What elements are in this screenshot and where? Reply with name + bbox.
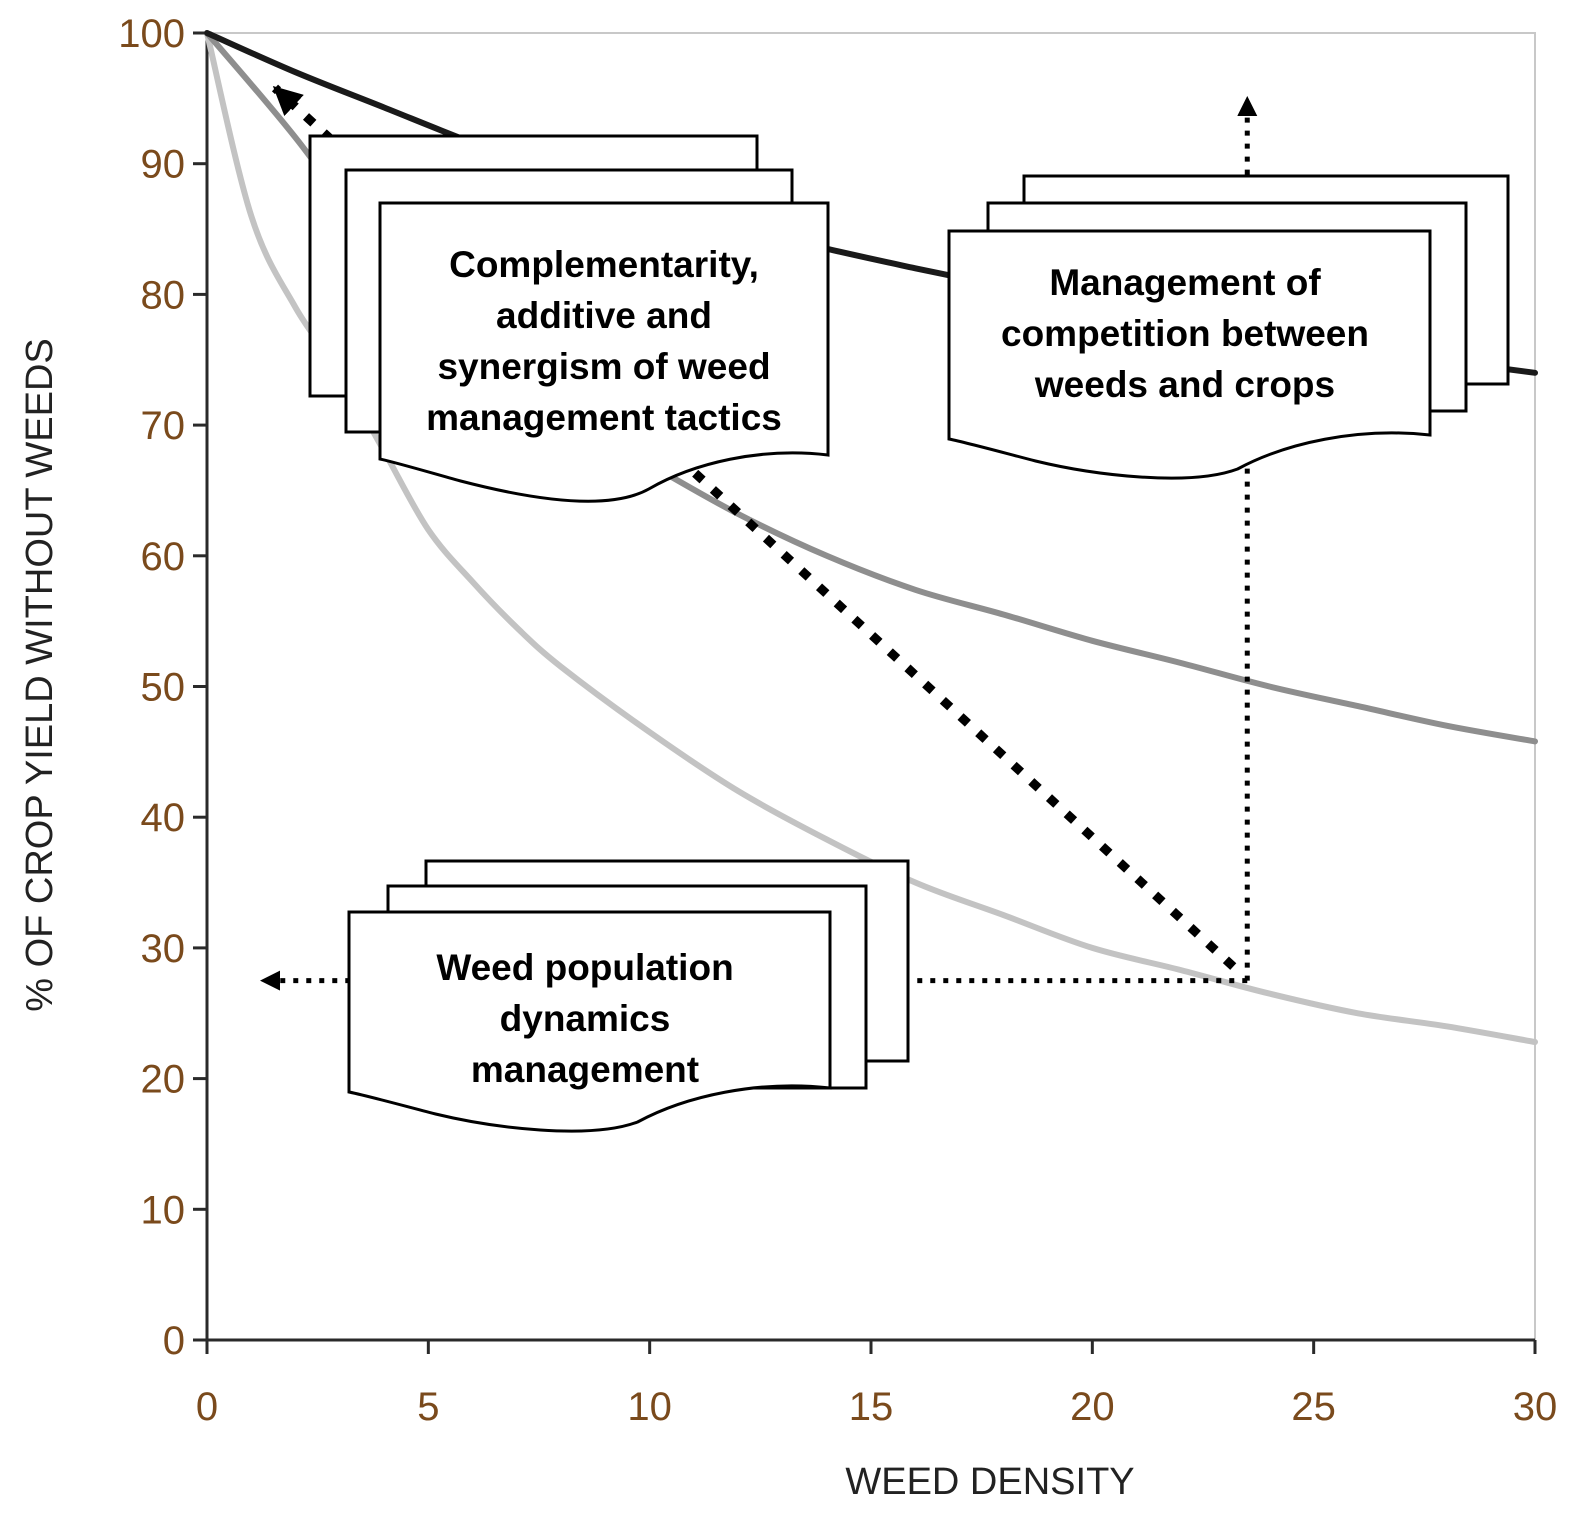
x-tick-label: 20 <box>1070 1385 1115 1429</box>
axes <box>193 31 1537 1354</box>
note-competition-text: weeds and crops <box>1034 364 1335 405</box>
y-tick-label: 0 <box>163 1319 185 1363</box>
note-complementarity: Complementarity, additive and synergism of… <box>308 134 830 503</box>
note-population-text: dynamics <box>500 998 671 1039</box>
note-competition: Management of competition between weeds an… <box>947 174 1510 480</box>
y-tick-label: 30 <box>141 927 186 971</box>
y-tick-label: 90 <box>141 143 186 187</box>
annotation-group: Complementarity, additive and synergism of… <box>308 134 1510 1133</box>
x-tick-label: 0 <box>196 1385 218 1429</box>
y-axis-label: % OF CROP YIELD WITHOUT WEEDS <box>19 338 61 1012</box>
y-tick-label: 60 <box>141 535 186 579</box>
x-tick-label: 25 <box>1291 1385 1336 1429</box>
note-competition-text: Management of <box>1049 262 1321 303</box>
x-axis-label: WEED DENSITY <box>845 1461 1134 1503</box>
y-tick-label: 70 <box>141 404 186 448</box>
x-tick-label: 5 <box>417 1385 439 1429</box>
x-tick-label: 30 <box>1513 1385 1558 1429</box>
note-population-text: management <box>471 1049 699 1090</box>
x-tick-label: 15 <box>849 1385 894 1429</box>
note-population-front <box>347 910 832 1133</box>
x-tick-label: 10 <box>627 1385 672 1429</box>
note-complementarity-text: Complementarity, <box>449 244 759 285</box>
y-tick-label: 100 <box>118 12 185 56</box>
note-competition-text: competition between <box>1001 313 1369 354</box>
y-tick-label: 10 <box>141 1188 186 1232</box>
y-tick-label: 20 <box>141 1058 186 1102</box>
note-population: Weed population dynamics management <box>347 859 910 1133</box>
note-competition-front <box>947 229 1432 480</box>
note-population-text: Weed population <box>436 947 733 988</box>
note-complementarity-text: additive and <box>496 295 712 336</box>
y-tick-label: 80 <box>141 273 186 317</box>
y-tick-label: 50 <box>141 666 186 710</box>
tick-labels: 0 10 20 30 40 50 60 70 80 90 100 0 5 10 15 20 25 30 <box>118 12 1557 1429</box>
y-tick-label: 40 <box>141 796 186 840</box>
note-complementarity-text: management tactics <box>426 397 782 438</box>
note-complementarity-front <box>378 201 830 503</box>
note-complementarity-text: synergism of weed <box>437 346 770 387</box>
